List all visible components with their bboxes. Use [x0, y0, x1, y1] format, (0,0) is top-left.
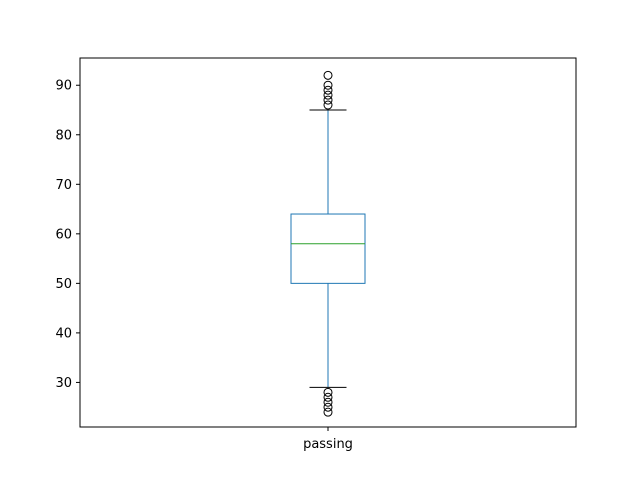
y-tick-label: 70 [55, 178, 72, 193]
outlier-point [323, 85, 333, 95]
y-tick-label: 30 [55, 376, 72, 391]
iqr-box [290, 213, 366, 284]
y-tick-label: 50 [55, 277, 72, 292]
outlier-point [323, 392, 333, 402]
outlier-point [323, 100, 333, 110]
outlier-point [323, 70, 333, 80]
outlier-point [323, 80, 333, 90]
outlier-point [323, 387, 333, 397]
outlier-point [323, 95, 333, 105]
x-axis: passing [303, 427, 353, 452]
outlier-point [323, 402, 333, 412]
box-series [290, 70, 366, 417]
outlier-point [323, 397, 333, 407]
y-tick-label: 60 [55, 227, 72, 242]
outlier-point [323, 407, 333, 417]
y-tick-label: 90 [55, 79, 72, 94]
y-axis: 30 40 50 60 70 80 90 [55, 79, 80, 391]
y-tick-label: 40 [55, 326, 72, 341]
y-tick-label: 80 [55, 128, 72, 143]
outlier-point [323, 90, 333, 100]
x-tick-label: passing [303, 437, 353, 452]
